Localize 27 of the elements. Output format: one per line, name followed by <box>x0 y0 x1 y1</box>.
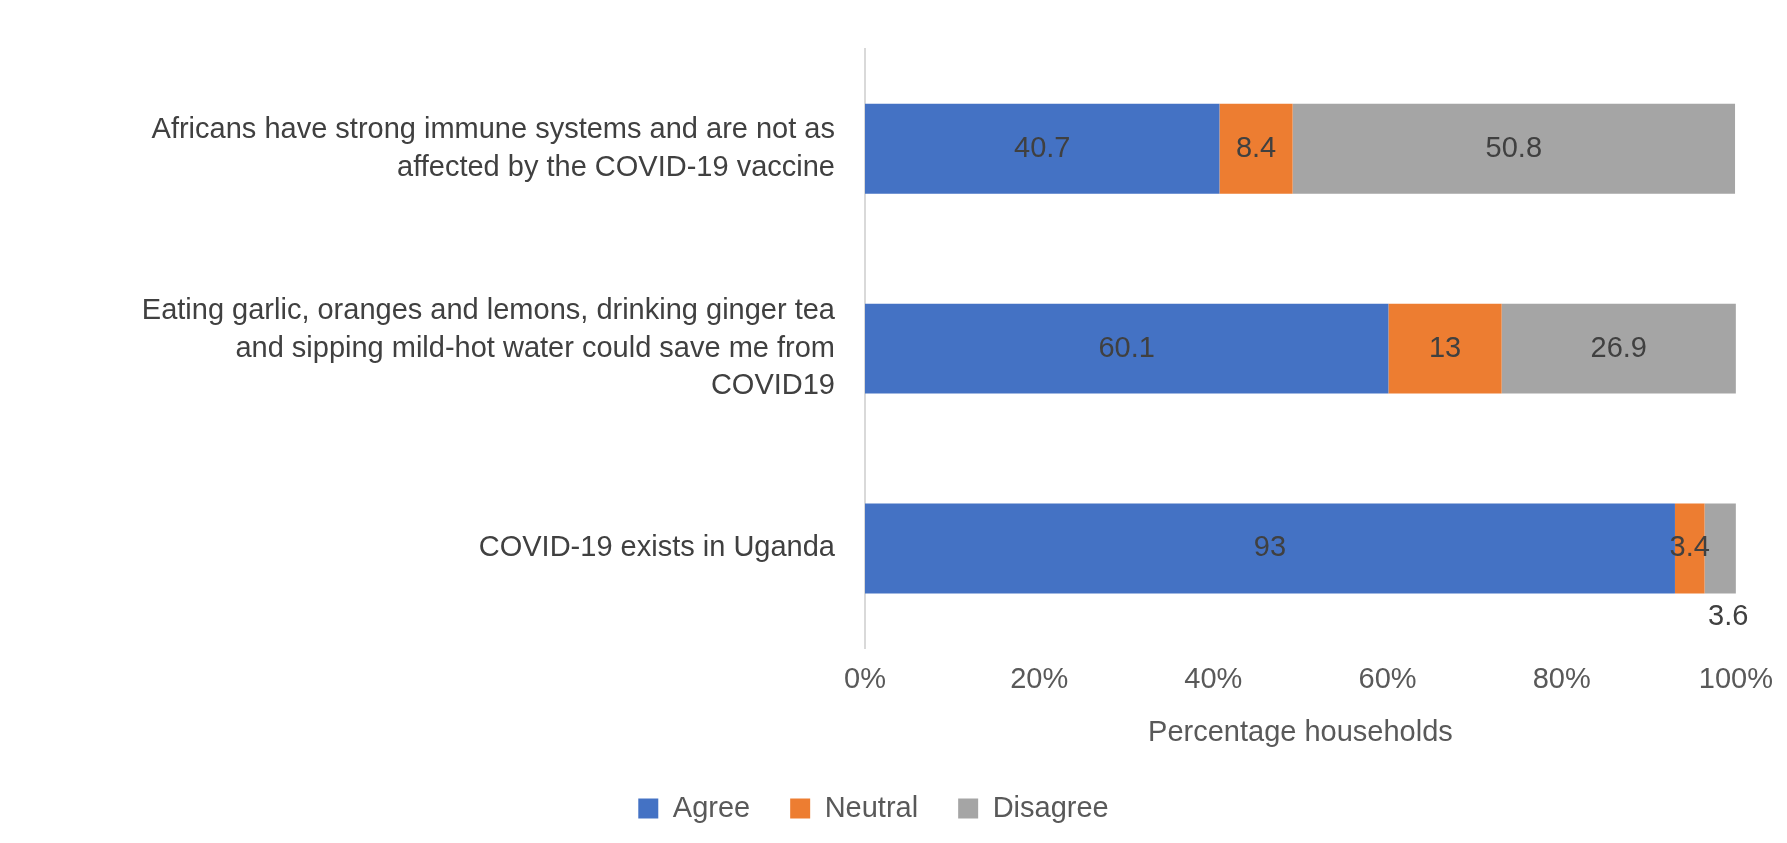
x-tick-label: 80% <box>1532 661 1591 694</box>
data-label: 93 <box>1253 530 1287 563</box>
data-label: 13 <box>1428 330 1462 363</box>
bar <box>1388 303 1502 394</box>
x-axis-title: Percentage households <box>1148 714 1453 747</box>
data-label: 8.4 <box>1235 130 1277 163</box>
y-tick-label: Africans have strong immune systems and are not as affected by the COVID-19 vaccine <box>151 111 835 182</box>
legend-label: Agree <box>672 790 751 823</box>
data-label: 50.8 <box>1485 130 1543 163</box>
bar <box>865 103 1220 194</box>
bar <box>1501 303 1736 394</box>
bar <box>865 303 1389 394</box>
y-tick-label: Eating garlic, oranges and lemons, drinking ginger tea and sipping mild-hot water could save me from COVID19 <box>141 292 836 401</box>
x-tick-label: 0% <box>844 661 886 694</box>
x-tick-label: 20% <box>1010 661 1069 694</box>
data-label: 40.7 <box>1014 130 1071 163</box>
legend-label: Neutral <box>824 790 919 823</box>
x-tick-label: 40% <box>1184 661 1243 694</box>
y-tick-label: COVID-19 exists in Uganda <box>478 530 836 563</box>
bar <box>1292 103 1736 194</box>
data-label: 26.9 <box>1590 330 1647 363</box>
legend-label: Disagree <box>992 790 1109 823</box>
data-label: 3.6 <box>1708 599 1749 632</box>
bar <box>1219 103 1293 194</box>
x-tick-label: 60% <box>1358 661 1417 694</box>
data-label: 60.1 <box>1098 330 1155 363</box>
x-tick-label: 100% <box>1698 661 1773 694</box>
